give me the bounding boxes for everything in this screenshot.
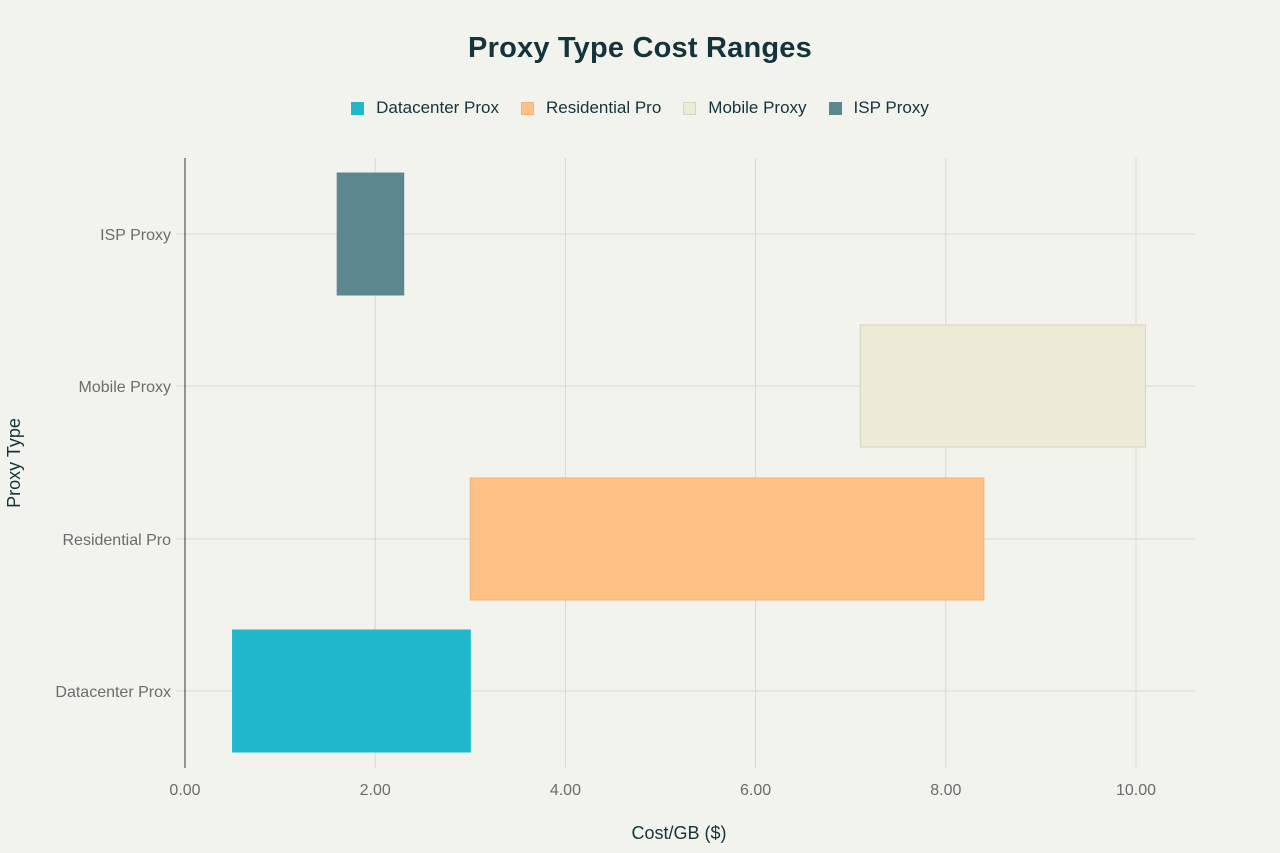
legend-swatch — [828, 101, 842, 115]
y-axis-title: Proxy Type — [4, 418, 24, 508]
legend-swatch — [683, 101, 697, 115]
chart-title: Proxy Type Cost Ranges — [468, 32, 812, 64]
bar-residential-pro — [469, 477, 985, 601]
bar-datacenter-prox — [232, 629, 471, 753]
x-tick-label: 4.00 — [550, 782, 581, 799]
legend-item[interactable]: Datacenter Prox — [351, 98, 499, 118]
y-tick-label: ISP Proxy — [100, 227, 171, 244]
legend-label: Mobile Proxy — [708, 98, 807, 117]
y-tick-label: Mobile Proxy — [79, 379, 171, 396]
legend-item[interactable]: ISP Proxy — [828, 98, 929, 118]
x-tick-label: 6.00 — [740, 782, 771, 799]
legend-item[interactable]: Mobile Proxy — [683, 98, 807, 118]
legend-swatch — [521, 101, 534, 115]
legend-swatch — [351, 101, 365, 115]
x-tick-label: 8.00 — [930, 782, 961, 799]
x-tick-label: 2.00 — [360, 782, 391, 799]
bar-isp-proxy — [336, 172, 405, 296]
legend-label: Residential Pro — [546, 98, 662, 117]
x-tick-label: 0.00 — [169, 782, 200, 799]
legend-label: Datacenter Prox — [376, 98, 499, 117]
y-tick-label: Datacenter Prox — [55, 684, 171, 701]
y-tick-label: Residential Pro — [63, 532, 172, 549]
x-tick-label: 10.00 — [1116, 782, 1156, 799]
x-axis-title: Cost/GB ($) — [631, 823, 726, 843]
legend: Datacenter Prox Residential Pro Mobile Pro… — [0, 98, 1280, 118]
bar-mobile-proxy — [859, 324, 1147, 448]
legend-label: ISP Proxy — [853, 98, 929, 117]
legend-item[interactable]: Residential Pro — [521, 98, 661, 118]
